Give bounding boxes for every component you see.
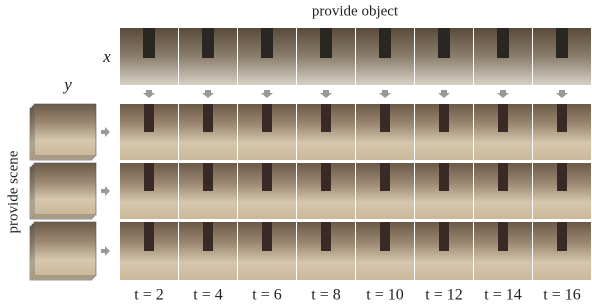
arm [262, 222, 272, 251]
down-arrow [379, 90, 391, 98]
arm [144, 222, 154, 251]
arm [321, 104, 331, 132]
arm [321, 222, 331, 251]
arm [380, 222, 390, 251]
time-label: t = 6 [252, 287, 281, 304]
scene-stack [34, 222, 96, 276]
time-label: t = 4 [193, 287, 222, 304]
title: provide object [312, 3, 399, 19]
arm [439, 222, 449, 251]
arm [379, 28, 391, 58]
arm [144, 104, 154, 132]
arm [202, 28, 214, 58]
arm [498, 222, 508, 251]
arm [143, 28, 155, 58]
arm [144, 163, 154, 191]
scene-stack [34, 104, 96, 156]
arm [380, 163, 390, 191]
down-arrow [143, 90, 155, 98]
right-arrow [101, 246, 110, 256]
side-label: provide scene [5, 150, 21, 233]
arm [262, 104, 272, 132]
arm [557, 104, 567, 132]
arm [203, 163, 213, 191]
arm [203, 104, 213, 132]
down-arrow [202, 90, 214, 98]
scene-stack [34, 163, 96, 215]
arm [203, 222, 213, 251]
right-arrow [101, 127, 110, 137]
arm [438, 28, 450, 58]
down-arrow [438, 90, 450, 98]
time-label: t = 14 [484, 287, 521, 304]
arm [556, 28, 568, 58]
arm [262, 163, 272, 191]
figure: provide object x y provide scene t = 2t … [0, 0, 592, 306]
down-arrow [497, 90, 509, 98]
time-label: t = 8 [311, 287, 340, 304]
arm [321, 163, 331, 191]
arm [320, 28, 332, 58]
time-label: t = 12 [425, 287, 462, 304]
arm [380, 104, 390, 132]
arm [498, 163, 508, 191]
right-arrow [101, 186, 110, 196]
down-arrow [261, 90, 273, 98]
time-label: t = 2 [134, 287, 163, 304]
time-label: t = 16 [543, 287, 580, 304]
page: {"title": "provide object", "x_label": "… [0, 0, 592, 306]
arm [557, 163, 567, 191]
y-label: y [62, 75, 72, 94]
arm [557, 222, 567, 251]
arm [497, 28, 509, 58]
arm [261, 28, 273, 58]
arm [439, 104, 449, 132]
image-grid: t = 2 t = 4 t = 6 t = 8 t = 10 t = 12 t = 14 t … [30, 28, 591, 304]
time-label: t = 10 [366, 287, 403, 304]
arm [439, 163, 449, 191]
down-arrow [556, 90, 568, 98]
arm [498, 104, 508, 132]
down-arrow [320, 90, 332, 98]
x-label: x [102, 47, 111, 66]
